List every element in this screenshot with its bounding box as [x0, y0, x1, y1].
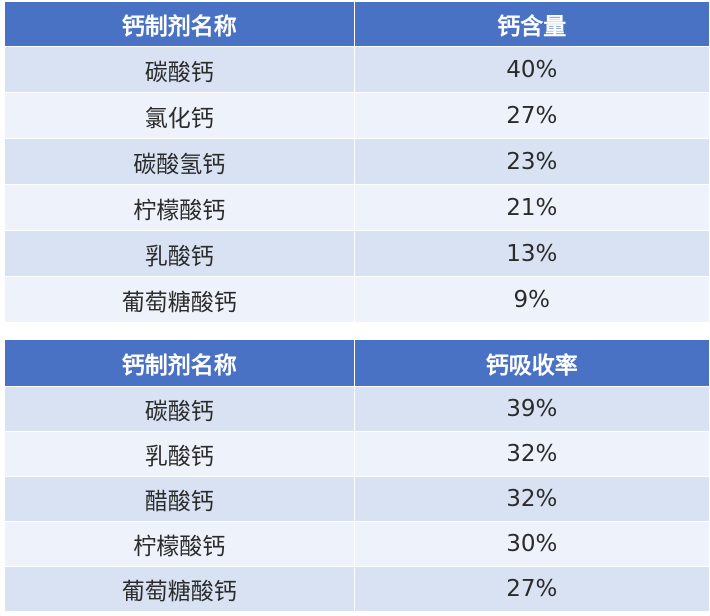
- table-row: 乳酸钙 13%: [5, 230, 709, 277]
- calcium-absorption-table: 钙制剂名称 钙吸收率 碳酸钙 39% 乳酸钙 32% 醋酸钙 32% 柠檬酸钙 …: [5, 340, 709, 611]
- table-row: 乳酸钙 32%: [5, 431, 709, 477]
- column-header-name: 钙制剂名称: [5, 340, 355, 387]
- table-row: 醋酸钙 32%: [5, 476, 709, 522]
- cell-name: 柠檬酸钙: [5, 521, 355, 567]
- column-header-name: 钙制剂名称: [5, 2, 355, 47]
- cell-value: 30%: [354, 521, 709, 567]
- cell-name: 葡萄糖酸钙: [5, 276, 355, 322]
- cell-value: 40%: [354, 46, 709, 93]
- cell-value: 23%: [354, 138, 709, 185]
- table-header-row: 钙制剂名称 钙含量: [5, 2, 709, 47]
- cell-name: 醋酸钙: [5, 476, 355, 522]
- table-row: 葡萄糖酸钙 27%: [5, 566, 709, 611]
- cell-name: 葡萄糖酸钙: [5, 566, 355, 611]
- cell-value: 32%: [354, 476, 709, 522]
- cell-name: 碳酸钙: [5, 386, 355, 432]
- cell-name: 柠檬酸钙: [5, 184, 355, 231]
- table-row: 碳酸钙 39%: [5, 386, 709, 432]
- table-row: 碳酸氢钙 23%: [5, 138, 709, 185]
- cell-value: 27%: [354, 566, 709, 611]
- table-row: 氯化钙 27%: [5, 92, 709, 139]
- cell-name: 碳酸钙: [5, 46, 355, 93]
- cell-value: 32%: [354, 431, 709, 477]
- column-header-absorption: 钙吸收率: [354, 340, 709, 387]
- cell-value: 21%: [354, 184, 709, 231]
- cell-name: 乳酸钙: [5, 431, 355, 477]
- cell-name: 乳酸钙: [5, 230, 355, 277]
- table-row: 柠檬酸钙 21%: [5, 184, 709, 231]
- cell-value: 39%: [354, 386, 709, 432]
- column-header-content: 钙含量: [354, 2, 709, 47]
- cell-name: 氯化钙: [5, 92, 355, 139]
- cell-value: 9%: [354, 276, 709, 322]
- table-row: 柠檬酸钙 30%: [5, 521, 709, 567]
- cell-value: 13%: [354, 230, 709, 277]
- cell-value: 27%: [354, 92, 709, 139]
- table-header-row: 钙制剂名称 钙吸收率: [5, 340, 709, 387]
- cell-name: 碳酸氢钙: [5, 138, 355, 185]
- table-row: 葡萄糖酸钙 9%: [5, 276, 709, 322]
- calcium-content-table: 钙制剂名称 钙含量 碳酸钙 40% 氯化钙 27% 碳酸氢钙 23% 柠檬酸钙 …: [5, 2, 709, 322]
- table-row: 碳酸钙 40%: [5, 46, 709, 93]
